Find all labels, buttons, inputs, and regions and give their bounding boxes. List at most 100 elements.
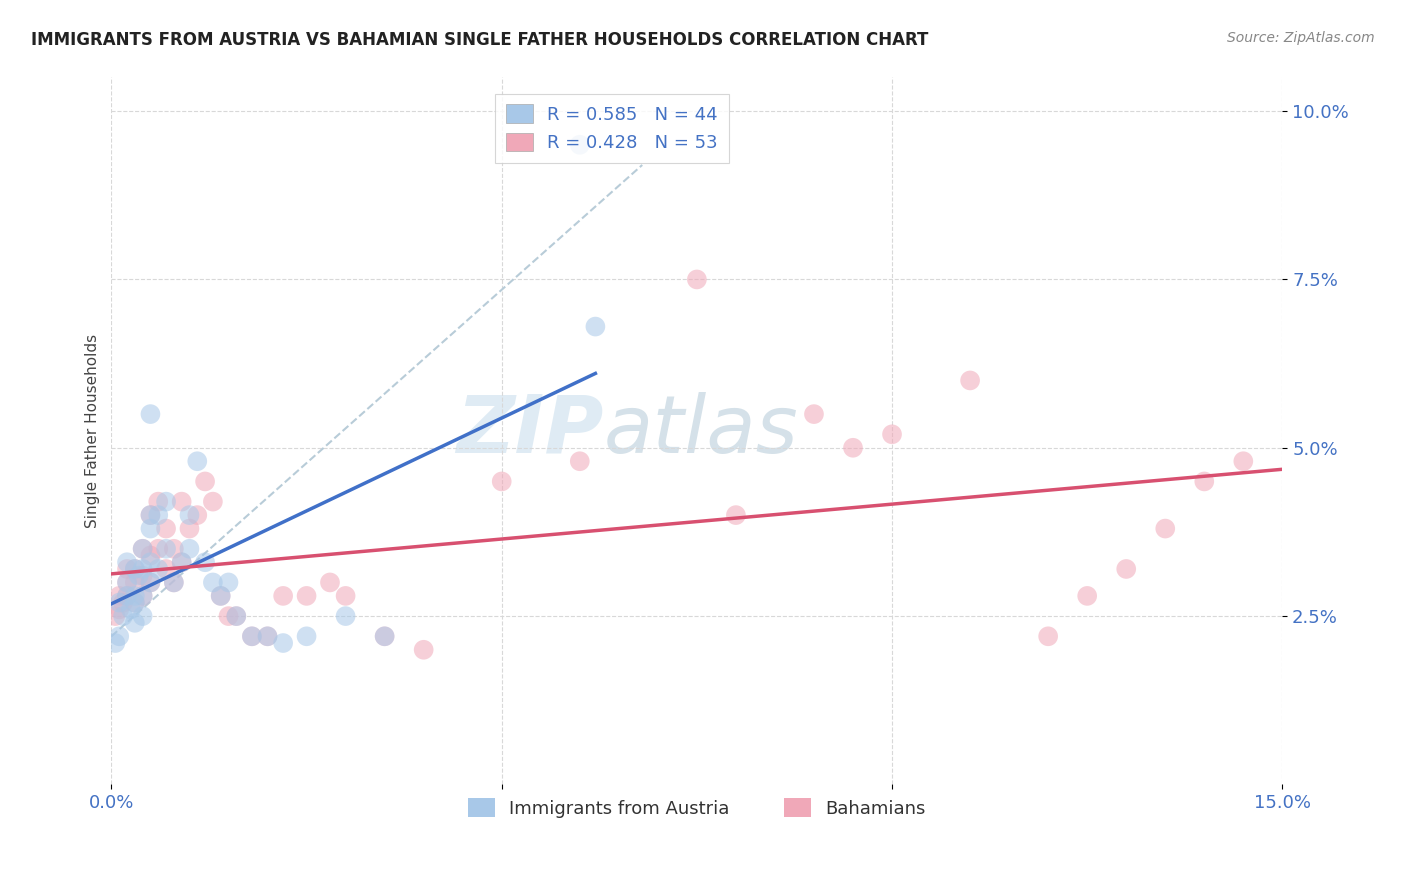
Point (115, 562, 138, 576)
Point (112, 596, 135, 610)
Point (295, 589, 318, 603)
Point (374, 629, 396, 643)
Point (201, 494, 224, 508)
Text: Source: ZipAtlas.com: Source: ZipAtlas.com (1227, 31, 1375, 45)
Point (139, 575, 162, 590)
Point (139, 549, 162, 563)
Point (335, 609, 357, 624)
Point (201, 575, 224, 590)
Point (194, 475, 217, 489)
Point (686, 272, 709, 286)
Point (139, 407, 162, 421)
Point (959, 373, 981, 387)
Point (148, 541, 170, 556)
Point (1076, 589, 1098, 603)
Y-axis label: Single Father Households: Single Father Households (86, 334, 100, 528)
Point (240, 629, 263, 643)
Point (319, 575, 342, 590)
Point (148, 562, 170, 576)
Point (256, 629, 278, 643)
Point (148, 508, 170, 522)
Point (108, 602, 131, 616)
Point (131, 589, 153, 603)
Point (1232, 454, 1254, 468)
Point (131, 589, 153, 603)
Point (104, 636, 127, 650)
Point (271, 589, 294, 603)
Point (131, 609, 153, 624)
Point (179, 508, 201, 522)
Point (170, 555, 193, 569)
Point (1154, 522, 1177, 536)
Point (115, 555, 138, 569)
Point (179, 522, 201, 536)
Point (218, 575, 240, 590)
Point (240, 629, 263, 643)
Point (1115, 562, 1137, 576)
Point (803, 407, 825, 421)
Point (1194, 475, 1216, 489)
Point (124, 596, 146, 610)
Point (209, 589, 232, 603)
Point (112, 609, 135, 624)
Point (131, 568, 153, 582)
Point (163, 575, 186, 590)
Point (412, 642, 434, 657)
Point (724, 508, 747, 522)
Point (295, 629, 318, 643)
Point (139, 522, 162, 536)
Point (139, 508, 162, 522)
Point (131, 562, 153, 576)
Point (186, 454, 208, 468)
Point (218, 609, 240, 624)
Point (104, 609, 127, 624)
Point (256, 629, 278, 643)
Text: ZIP: ZIP (456, 392, 603, 470)
Point (1036, 629, 1059, 643)
Point (155, 562, 177, 576)
Text: IMMIGRANTS FROM AUSTRIA VS BAHAMIAN SINGLE FATHER HOUSEHOLDS CORRELATION CHART: IMMIGRANTS FROM AUSTRIA VS BAHAMIAN SING… (31, 31, 928, 49)
Point (335, 589, 357, 603)
Point (568, 137, 591, 152)
Point (170, 555, 193, 569)
Point (155, 494, 177, 508)
Point (880, 427, 903, 442)
Point (568, 454, 591, 468)
Point (374, 629, 396, 643)
Point (124, 589, 146, 603)
Text: atlas: atlas (603, 392, 799, 470)
Point (139, 575, 162, 590)
Point (131, 541, 153, 556)
Point (179, 541, 201, 556)
Point (108, 596, 131, 610)
Point (124, 562, 146, 576)
Point (124, 596, 146, 610)
Point (124, 615, 146, 630)
Point (128, 568, 150, 582)
Point (139, 555, 162, 569)
Point (115, 589, 138, 603)
Point (115, 575, 138, 590)
Point (225, 609, 247, 624)
Point (115, 575, 138, 590)
Point (163, 575, 186, 590)
Point (491, 475, 513, 489)
Point (163, 541, 186, 556)
Point (115, 589, 138, 603)
Point (155, 541, 177, 556)
Point (194, 555, 217, 569)
Point (124, 575, 146, 590)
Point (120, 602, 142, 616)
Point (124, 562, 146, 576)
Point (131, 541, 153, 556)
Point (186, 508, 208, 522)
Point (842, 441, 865, 455)
Point (583, 319, 606, 334)
Point (139, 508, 162, 522)
Point (155, 522, 177, 536)
Point (225, 609, 247, 624)
Legend: Immigrants from Austria, Bahamians: Immigrants from Austria, Bahamians (461, 791, 934, 825)
Point (271, 636, 294, 650)
Point (108, 629, 131, 643)
Point (108, 589, 131, 603)
